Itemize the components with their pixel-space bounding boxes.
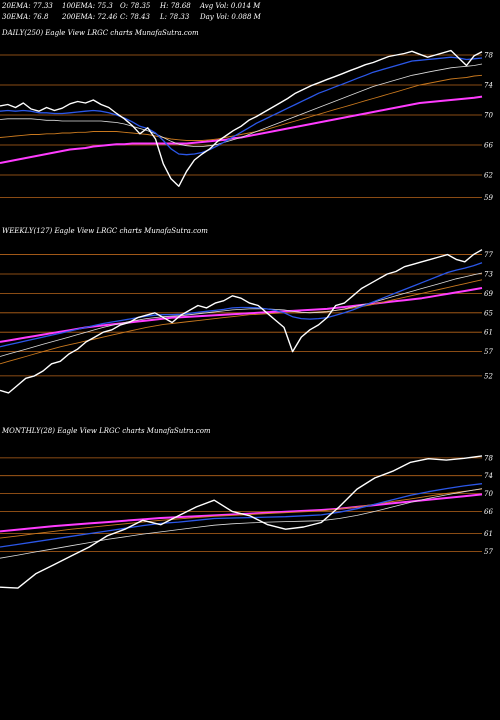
series-line-ema-slow xyxy=(0,63,483,147)
level-label: 66 xyxy=(484,142,493,150)
series-line-ema-200 xyxy=(0,95,483,164)
weekly-chart-title: WEEKLY(127) Eagle View LRGC charts Munaf… xyxy=(2,227,208,235)
series-line-ema-fast xyxy=(0,56,483,156)
series-line-ema-fast xyxy=(0,262,483,348)
hdr-open: O: 78.35 xyxy=(120,2,151,10)
level-label: 57 xyxy=(484,548,493,556)
level-label: 74 xyxy=(484,82,493,90)
monthly-chart-title: MONTHLY(28) Eagle View LRGC charts Munaf… xyxy=(2,427,211,435)
level-label: 74 xyxy=(484,472,493,480)
series-line-ema-slow xyxy=(0,488,483,559)
level-label: 62 xyxy=(484,172,493,180)
level-label: 77 xyxy=(484,251,493,259)
series-line-ema-fast xyxy=(0,483,483,548)
level-label: 65 xyxy=(484,309,493,317)
series-line-price xyxy=(0,455,483,589)
series-line-price xyxy=(0,249,483,394)
hdr-close: C: 78.43 xyxy=(120,13,150,21)
level-label: 70 xyxy=(484,112,493,120)
series-line-price xyxy=(0,49,483,188)
level-label: 66 xyxy=(484,508,493,516)
series-line-ema-slow xyxy=(0,272,483,357)
level-label: 69 xyxy=(484,290,493,298)
hdr-ema20: 20EMA: 77.33 xyxy=(2,2,53,10)
level-label: 57 xyxy=(484,348,493,356)
level-label: 70 xyxy=(484,490,493,498)
series-line-ema-long xyxy=(0,279,483,365)
level-label: 78 xyxy=(484,454,493,462)
level-label: 52 xyxy=(484,372,493,380)
hdr-ema100: 100EMA: 75.3 xyxy=(62,2,113,10)
series-line-ema-long xyxy=(0,74,483,141)
level-label: 61 xyxy=(484,530,493,538)
hdr-ema30: 30EMA: 76.8 xyxy=(2,13,49,21)
level-label: 78 xyxy=(484,52,493,60)
level-label: 59 xyxy=(484,194,493,202)
hdr-high: H: 78.68 xyxy=(160,2,191,10)
hdr-day-vol: Day Vol: 0.088 M xyxy=(200,13,261,21)
hdr-ema200: 200EMA: 72.46 xyxy=(62,13,118,21)
hdr-avg-vol: Avg Vol: 0.014 M xyxy=(200,2,261,10)
series-line-ema-long xyxy=(0,488,483,539)
hdr-low: L: 78.33 xyxy=(160,13,190,21)
daily-chart-title: DAILY(250) Eagle View LRGC charts Munafa… xyxy=(2,29,199,37)
level-label: 73 xyxy=(484,270,493,278)
level-label: 61 xyxy=(484,329,493,337)
